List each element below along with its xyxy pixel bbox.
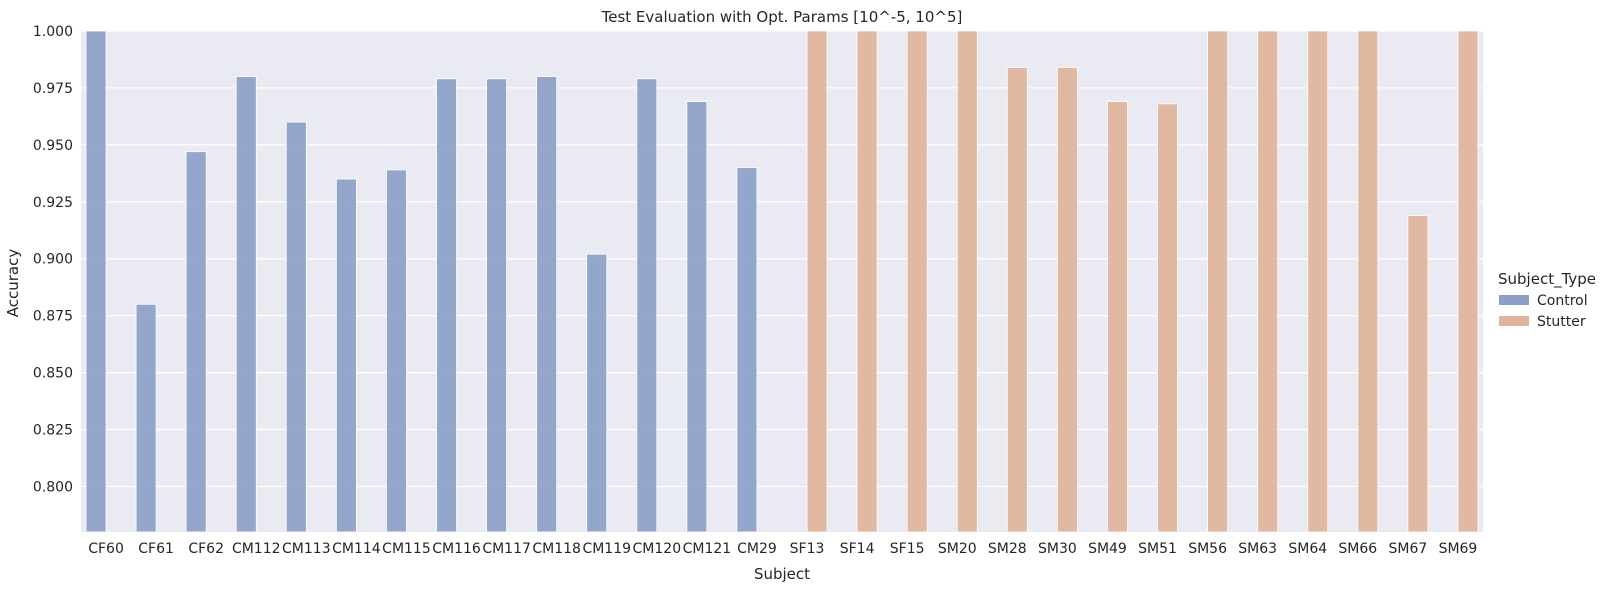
x-tick-label: SF13	[790, 541, 825, 557]
y-tick-label: 0.825	[33, 423, 73, 439]
x-tick-label: CM113	[282, 541, 331, 557]
x-tick-label: CM119	[582, 541, 631, 557]
bar-sm64-stutter	[1307, 30, 1329, 533]
bar-sm66-stutter	[1357, 30, 1379, 533]
legend: Subject_Type Control Stutter	[1498, 270, 1596, 330]
x-tick-label: CF62	[188, 541, 224, 557]
y-tick-label: 0.950	[33, 138, 73, 154]
x-tick-label: SM69	[1439, 541, 1478, 557]
y-tick-labels: 0.800 0.825 0.850 0.875 0.900 0.925 0.950 0.975…	[33, 24, 73, 495]
x-tick-label: SM66	[1338, 541, 1377, 557]
y-tick-label: 0.875	[33, 309, 73, 325]
x-tick-label: SM20	[938, 541, 977, 557]
x-tick-label: SM56	[1188, 541, 1227, 557]
bar-sm30-stutter	[1056, 67, 1078, 533]
bar-sm49-stutter	[1107, 101, 1128, 533]
y-tick-label: 0.925	[33, 195, 73, 211]
x-tick-label: CF60	[88, 541, 124, 557]
x-axis-label: Subject	[754, 565, 810, 583]
x-tick-label: CM118	[532, 541, 581, 557]
bar-sm69-stutter	[1457, 30, 1479, 533]
x-tick-label: CF61	[138, 541, 174, 557]
bar-cm113-control	[285, 121, 307, 533]
x-tick-labels: CF60 CF61 CF62 CM112 CM113 CM114 CM115 CM116 CM1…	[88, 541, 1477, 557]
x-tick-label: CM114	[332, 541, 381, 557]
x-tick-label: CM115	[382, 541, 431, 557]
bar-sf14-stutter	[856, 30, 878, 533]
bar-sm28-stutter	[1006, 67, 1028, 533]
bar-sm51-stutter	[1157, 103, 1178, 533]
x-tick-label: CM120	[633, 541, 682, 557]
gridlines	[81, 30, 1483, 488]
bar-sf13-stutter	[806, 30, 828, 533]
legend-title: Subject_Type	[1498, 270, 1596, 289]
legend-label-control: Control	[1537, 293, 1588, 309]
y-axis-label: Accuracy	[4, 249, 22, 318]
x-tick-label: SM51	[1138, 541, 1177, 557]
x-tick-label: SM28	[988, 541, 1027, 557]
x-tick-label: CM117	[482, 541, 531, 557]
y-tick-label: 0.900	[33, 252, 73, 268]
y-tick-label: 0.975	[33, 81, 73, 97]
bar-sf15-stutter	[906, 30, 928, 533]
x-tick-label: CM112	[232, 541, 281, 557]
y-tick-label: 0.800	[33, 479, 73, 495]
x-tick-label: SM63	[1238, 541, 1277, 557]
chart-title: Test Evaluation with Opt. Params [10^-5,…	[601, 8, 963, 26]
bar-cm29-control	[736, 167, 758, 533]
bar-sm63-stutter	[1257, 30, 1279, 533]
bar-cm114-control	[335, 178, 357, 533]
bar-cm116-control	[436, 78, 457, 533]
bar-cm118-control	[536, 76, 558, 533]
bar-cf62-control	[185, 151, 207, 533]
bars-group	[85, 30, 1479, 533]
bar-cm112-control	[235, 76, 257, 533]
bar-cm115-control	[386, 169, 407, 533]
x-tick-label: SM30	[1038, 541, 1077, 557]
x-tick-label: SM64	[1288, 541, 1327, 557]
bar-sm56-stutter	[1207, 30, 1229, 533]
bar-cm119-control	[586, 253, 608, 533]
bar-cm121-control	[686, 101, 708, 533]
x-tick-label: CM29	[737, 541, 777, 557]
bar-cf61-control	[135, 303, 157, 533]
bar-cm120-control	[636, 78, 658, 533]
bar-cf60-control	[85, 30, 107, 533]
bar-cm117-control	[486, 78, 508, 533]
y-tick-label: 0.850	[33, 366, 73, 382]
legend-label-stutter: Stutter	[1537, 314, 1586, 330]
bar-sm67-stutter	[1407, 215, 1429, 533]
plot-area	[81, 31, 1483, 532]
x-tick-label: SF15	[890, 541, 925, 557]
x-tick-label: SM67	[1389, 541, 1428, 557]
legend-swatch-stutter	[1499, 316, 1529, 326]
x-tick-label: CM121	[683, 541, 732, 557]
bar-sm20-stutter	[956, 30, 978, 533]
x-tick-label: CM116	[432, 541, 481, 557]
x-tick-label: SM49	[1088, 541, 1127, 557]
y-tick-label: 1.000	[33, 24, 73, 40]
x-tick-label: SF14	[840, 541, 875, 557]
legend-swatch-control	[1499, 295, 1529, 305]
